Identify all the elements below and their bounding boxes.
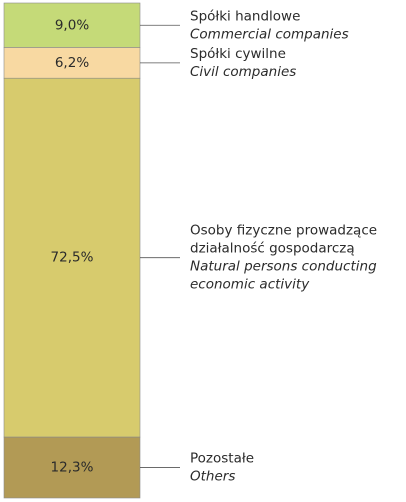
legend-label-en: Commercial companies (190, 26, 349, 42)
bar-segment (3, 436, 141, 499)
legend-label: Osoby fizyczne prowadzące (190, 223, 377, 239)
legend-label-en: Natural persons conducting (190, 259, 377, 275)
bar-segment (3, 47, 141, 79)
legend-label-en: Civil companies (190, 64, 296, 80)
value-label: 12,3% (51, 460, 94, 476)
legend-label: działalność gospodarczą (190, 241, 355, 257)
legend-label-en: economic activity (190, 277, 310, 293)
bar-segment (3, 2, 141, 48)
value-label: 9,0% (55, 17, 89, 33)
legend-label: Pozostałe (190, 451, 254, 467)
value-label: 72,5% (51, 250, 94, 266)
legend-label: Spółki cywilne (190, 46, 286, 62)
legend-label: Spółki handlowe (190, 8, 300, 24)
value-label: 6,2% (55, 55, 89, 71)
legend-label-en: Others (190, 469, 235, 485)
bar-segment (3, 77, 141, 438)
